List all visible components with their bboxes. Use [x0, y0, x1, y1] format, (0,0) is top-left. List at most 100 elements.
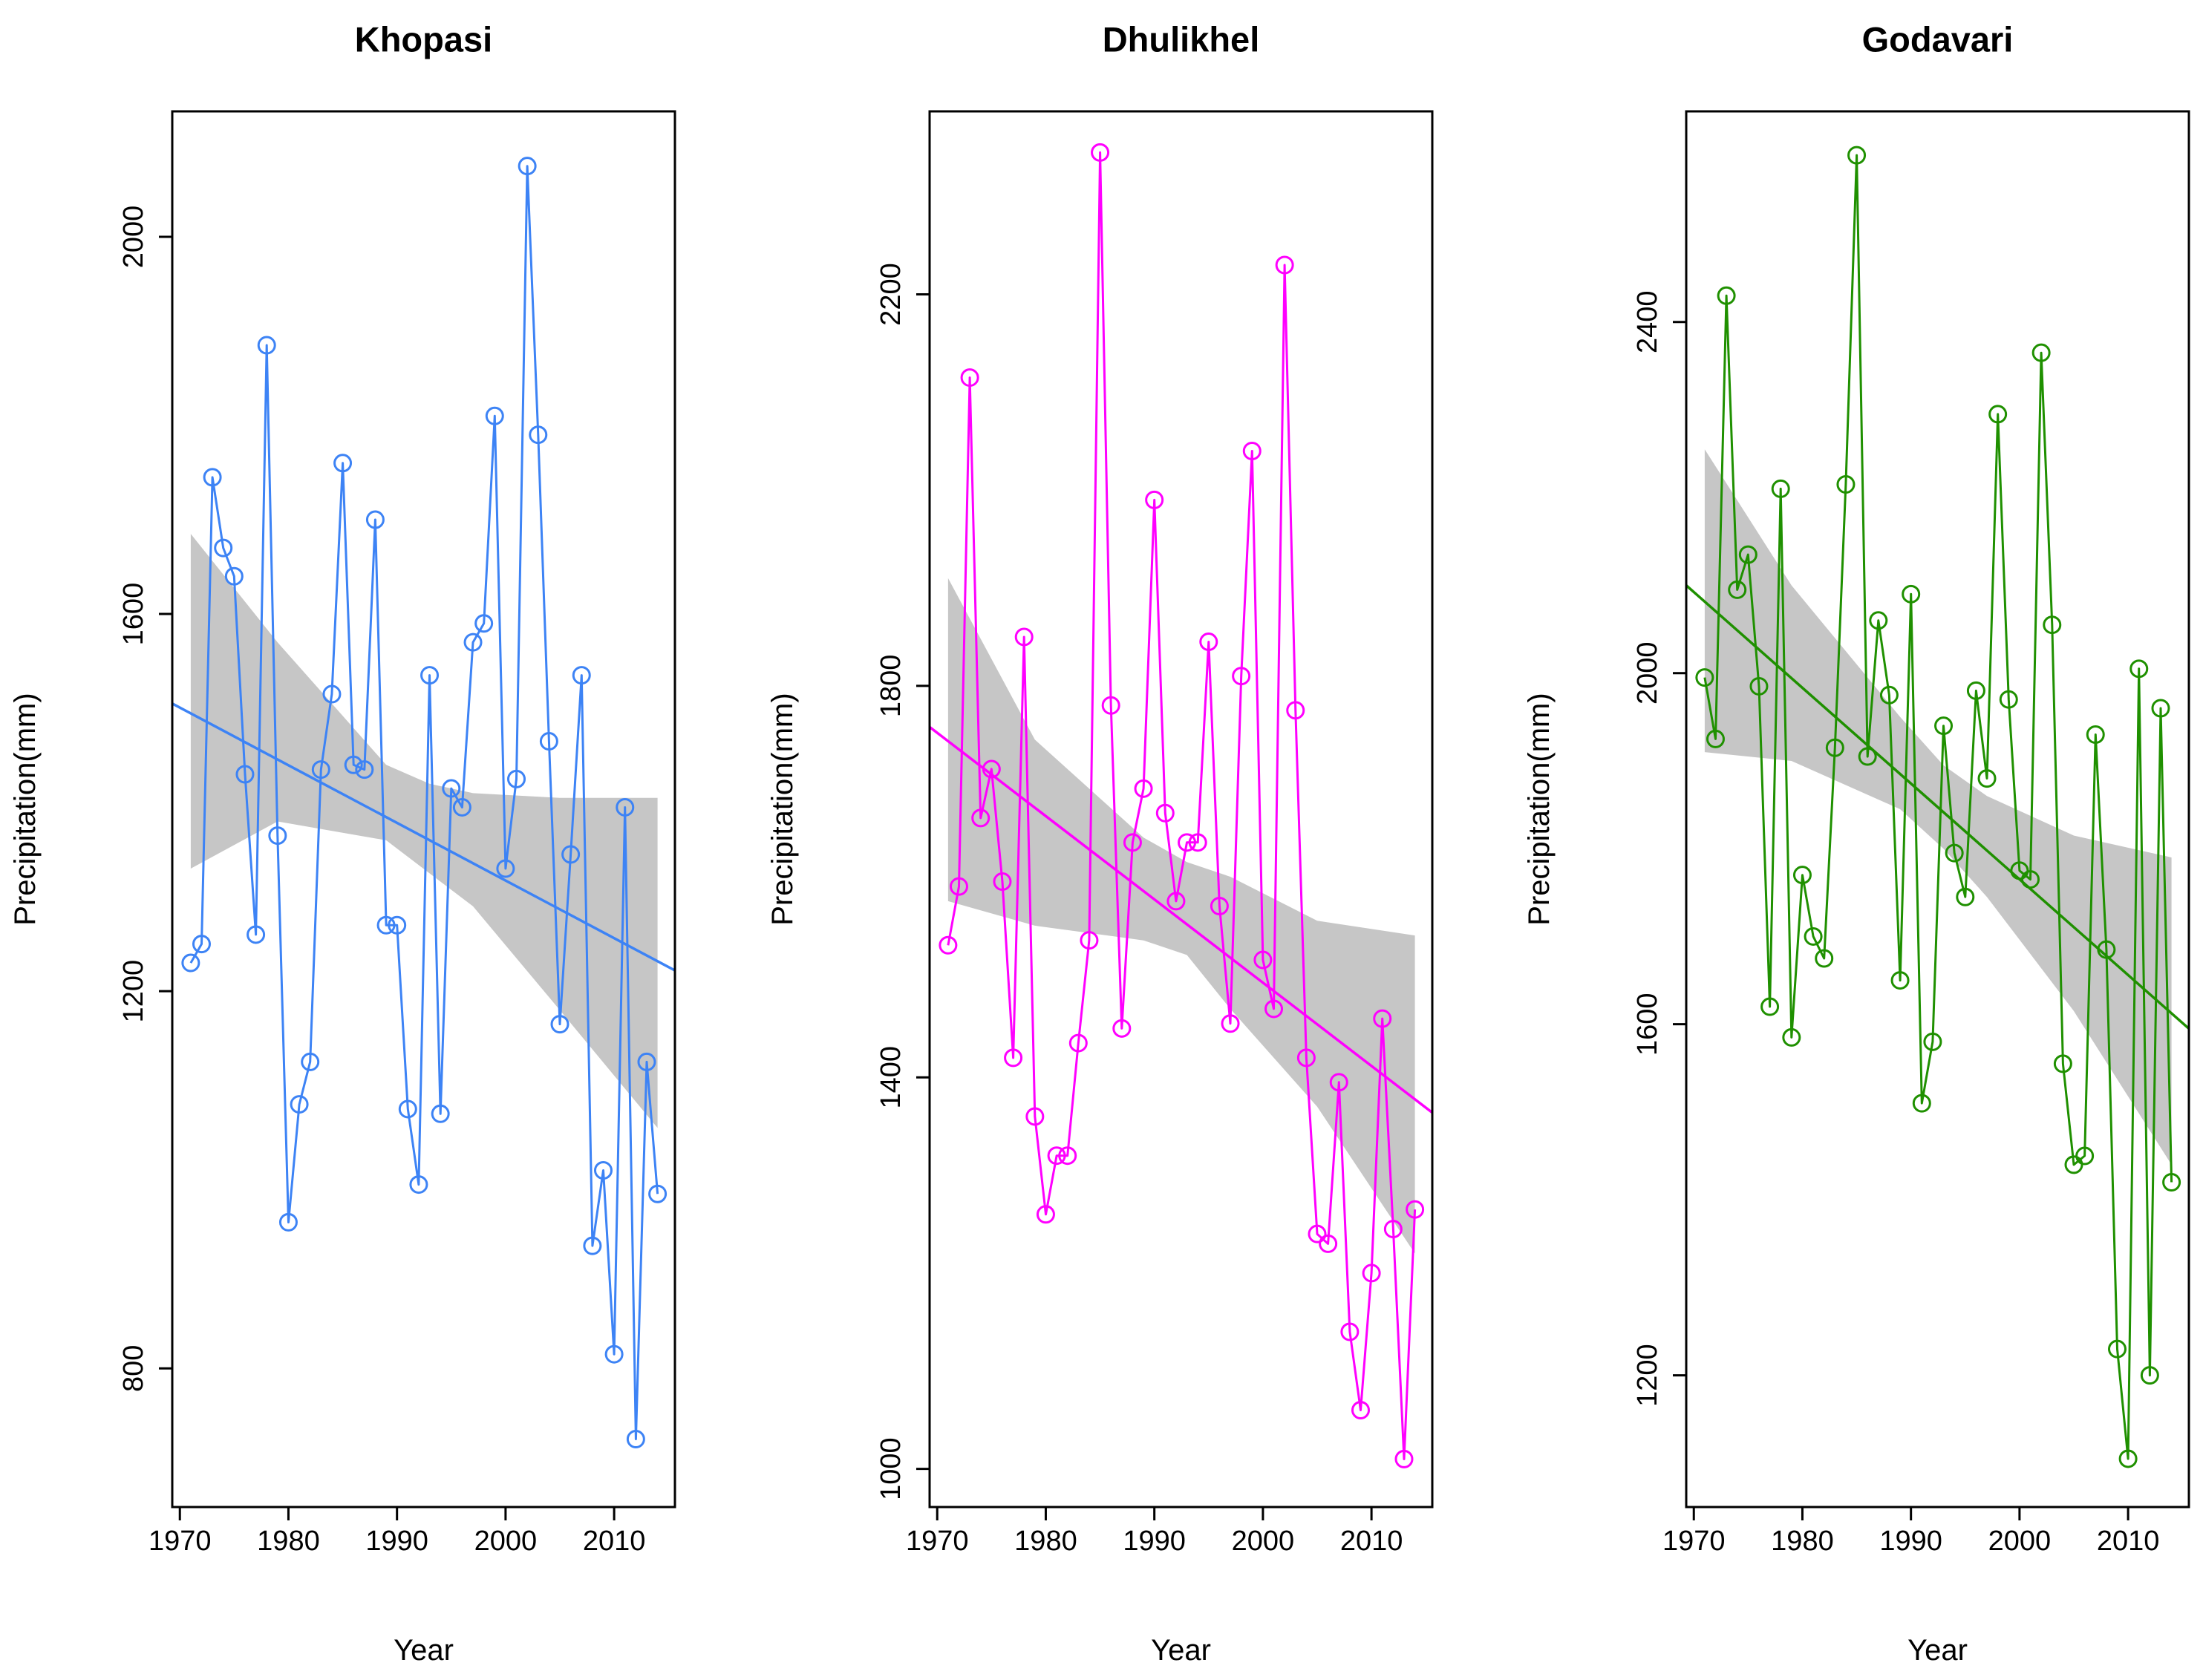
data-point [311, 760, 330, 779]
data-point [344, 755, 363, 774]
y-tick-label: 1200 [1632, 1344, 1663, 1407]
data-point [2162, 1173, 2181, 1192]
data-point [322, 684, 342, 704]
x-axis-label: Year [394, 1634, 454, 1667]
data-point [1879, 685, 1899, 705]
panel-khopasi: Khopasi 1970 1980 1990 2000 2010 800 1200 1600 20… [9, 19, 676, 1667]
y-tick-label: 1600 [1632, 993, 1663, 1056]
data-point [1319, 1234, 1338, 1253]
data-point [278, 1212, 298, 1232]
data-point [1383, 1220, 1403, 1239]
data-point [257, 336, 276, 355]
y-tick-label: 1000 [875, 1437, 907, 1500]
data-point [1760, 997, 1780, 1016]
confidence-band [947, 578, 1415, 1254]
trend-line [1686, 584, 2189, 1030]
data-point [1004, 1048, 1023, 1068]
x-tick-label: 2010 [2097, 1526, 2160, 1557]
x-tick-label: 2010 [583, 1526, 646, 1557]
y-tick-label: 2000 [118, 206, 149, 269]
data-point [1221, 1014, 1240, 1033]
data-point [2086, 725, 2105, 744]
data-point [1966, 681, 1985, 700]
data-point [1406, 1200, 1425, 1219]
data-point [1080, 931, 1099, 950]
data-point [1956, 887, 1975, 906]
data-point [1695, 668, 1714, 687]
panel-godavari: Godavari 1970 1980 1990 2000 2010 1200 1600 2000… [1523, 19, 2190, 1667]
data-point [1242, 441, 1262, 460]
data-point [518, 157, 537, 176]
data-point [583, 1236, 602, 1255]
data-point [572, 666, 591, 685]
data-point [1264, 999, 1284, 1019]
data-point [1804, 926, 1823, 946]
data-point [1999, 690, 2018, 709]
data-point [2151, 699, 2170, 718]
data-point [1362, 1264, 1381, 1283]
data-point [1275, 255, 1294, 275]
data-point [388, 915, 407, 935]
y-tick-label: 2400 [1632, 291, 1663, 354]
data-point [1782, 1027, 1801, 1047]
x-tick-label: 1990 [1123, 1526, 1186, 1557]
data-point [529, 425, 548, 445]
data-point [648, 1184, 668, 1203]
data-point [1308, 1224, 1327, 1243]
data-point [1771, 479, 1790, 498]
data-point [1340, 1322, 1360, 1341]
data-point [268, 826, 287, 846]
data-point [604, 1344, 624, 1364]
x-tick-label: 1980 [257, 1526, 320, 1557]
data-point [1912, 1094, 1931, 1113]
data-point [1145, 490, 1164, 509]
data-point [1728, 580, 1747, 599]
data-point [1101, 696, 1120, 715]
data-point [1792, 866, 1812, 885]
data-point [1286, 701, 1305, 720]
y-tick-label: 1800 [875, 655, 907, 718]
data-point [365, 510, 385, 529]
data-point [1123, 833, 1142, 852]
x-tick-label: 1970 [149, 1526, 212, 1557]
data-point [539, 732, 558, 751]
data-point [1134, 779, 1153, 798]
data-point [442, 779, 461, 798]
x-tick-label: 2000 [474, 1526, 538, 1557]
data-point [1025, 1107, 1045, 1126]
data-point [2129, 659, 2149, 679]
data-point [1847, 146, 1867, 165]
y-tick-label: 1400 [875, 1046, 907, 1109]
y-axis-label: Precipitation(mm) [9, 693, 42, 925]
y-tick-label: 1200 [118, 960, 149, 1023]
data-point [1351, 1400, 1370, 1419]
data-point [409, 1175, 428, 1194]
data-point [1210, 897, 1229, 916]
data-point [1836, 475, 1856, 494]
y-axis-label: Precipitation(mm) [1523, 693, 1556, 925]
data-point [993, 872, 1012, 892]
data-point [1977, 769, 1997, 788]
panel-title: Dhulikhel [1103, 19, 1260, 59]
data-point [452, 797, 471, 817]
data-point [463, 633, 483, 652]
data-point [1232, 667, 1251, 686]
data-point [2031, 343, 2051, 362]
data-point [593, 1161, 613, 1180]
data-point [1923, 1032, 1942, 1051]
y-tick-label: 2000 [1632, 641, 1663, 705]
data-point [1394, 1449, 1414, 1468]
x-tick-label: 1970 [1662, 1526, 1726, 1557]
x-tick-label: 2010 [1340, 1526, 1403, 1557]
x-tick-label: 1980 [1014, 1526, 1077, 1557]
x-tick-label: 1980 [1771, 1526, 1834, 1557]
data-point [1869, 611, 1888, 630]
data-point [203, 468, 222, 487]
data-point [1047, 1146, 1066, 1166]
data-point [420, 666, 440, 685]
x-tick-label: 2000 [1232, 1526, 1295, 1557]
data-point [1738, 545, 1757, 564]
data-point [949, 877, 968, 896]
data-point [2140, 1366, 2159, 1385]
